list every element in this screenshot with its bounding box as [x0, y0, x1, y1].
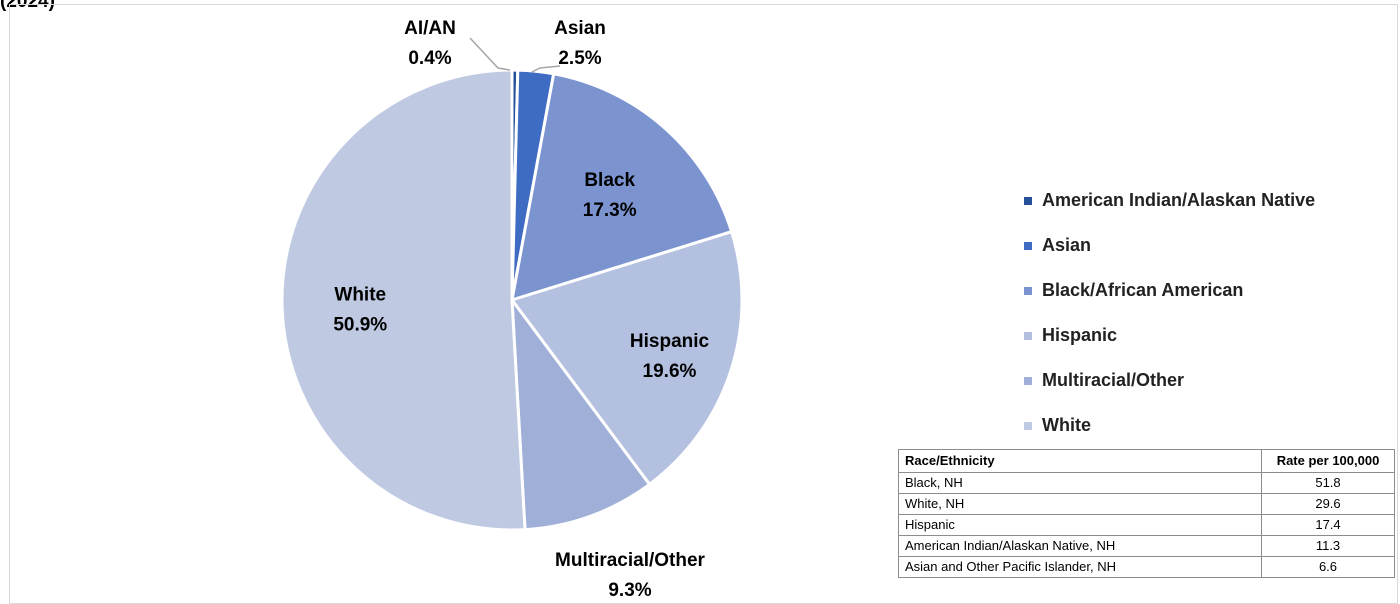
table-row: American Indian/Alaskan Native, NH 11.3	[898, 535, 1395, 557]
pie-slice-multiracial-other	[510, 295, 652, 532]
table-row: Hispanic 17.4	[898, 514, 1395, 536]
table-row: Asian and Other Pacific Islander, NH 6.6	[898, 556, 1395, 578]
rate-table: Race/Ethnicity Rate per 100,000 Black, N…	[898, 449, 1395, 578]
pie-chart: AI/AN 0.4% Asian 2.5% Black 17.3% Hispanic 19.6…	[280, 18, 744, 597]
header-race-ethnicity: Race/Ethnicity	[898, 449, 1262, 473]
legend-label: Black/African American	[1042, 280, 1244, 300]
pie-slice-black	[510, 72, 734, 303]
legend-label: American Indian/Alaskan Native	[1042, 190, 1316, 210]
legend-item: Multiracial/Other	[1024, 358, 1315, 403]
pie-slice-white	[280, 68, 527, 532]
legend-item: Black/African American	[1024, 268, 1315, 313]
slice-label: Hispanic 19.6%	[630, 331, 710, 382]
cell-race: Black, NH	[898, 472, 1262, 494]
legend-label: Asian	[1042, 235, 1092, 255]
slice-label: White 50.9%	[333, 284, 387, 335]
cell-rate: 51.8	[1261, 472, 1395, 494]
pie-slice-hispanic	[509, 229, 744, 487]
legend-item: Hispanic	[1024, 313, 1315, 358]
slice-label: AI/AN 0.4%	[404, 18, 456, 69]
legend-swatch	[1024, 421, 1032, 430]
legend-swatch	[1024, 286, 1032, 295]
legend-item: White	[1024, 403, 1315, 448]
legend-swatch	[1024, 376, 1032, 385]
table-header-row: Race/Ethnicity Rate per 100,000	[898, 449, 1395, 473]
cell-race: White, NH	[898, 493, 1262, 515]
table-row: Black, NH 51.8	[898, 472, 1395, 494]
clipped-title-fragment: (2024)	[0, 0, 55, 12]
cell-rate: 11.3	[1261, 535, 1395, 557]
cell-race: Hispanic	[898, 514, 1262, 536]
cell-rate: 29.6	[1261, 493, 1395, 515]
cell-rate: 6.6	[1261, 556, 1395, 578]
leader-line	[531, 65, 561, 73]
legend-label: Hispanic	[1042, 325, 1118, 345]
chart-legend: American Indian/Alaskan Native Asian Black…	[1024, 178, 1315, 448]
legend-item: American Indian/Alaskan Native	[1024, 178, 1315, 223]
header-rate: Rate per 100,000	[1261, 449, 1395, 473]
cell-race: Asian and Other Pacific Islander, NH	[898, 556, 1262, 578]
legend-swatch	[1024, 196, 1032, 205]
legend-label: Multiracial/Other	[1042, 370, 1185, 390]
slice-label: Multiracial/Other 9.3%	[555, 550, 706, 597]
table-row: White, NH 29.6	[898, 493, 1395, 515]
slice-label: Asian 2.5%	[554, 18, 606, 69]
legend-swatch	[1024, 241, 1032, 250]
slice-label: Black 17.3%	[583, 170, 637, 221]
legend-label: White	[1042, 415, 1091, 435]
legend-item: Asian	[1024, 223, 1315, 268]
cell-rate: 17.4	[1261, 514, 1395, 536]
cell-race: American Indian/Alaskan Native, NH	[898, 535, 1262, 557]
legend-swatch	[1024, 331, 1032, 340]
leader-line	[469, 37, 511, 71]
